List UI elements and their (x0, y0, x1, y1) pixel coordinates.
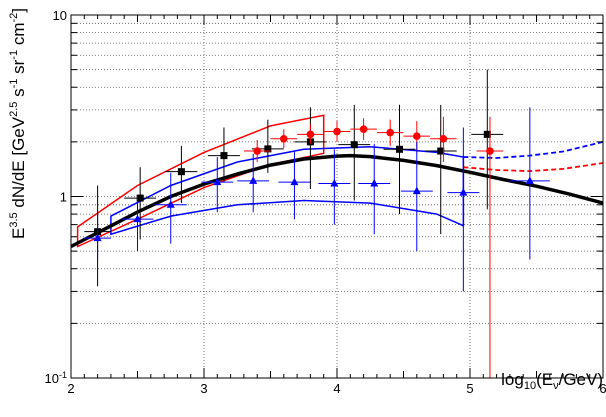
y-tick-base: 1 (60, 190, 67, 205)
dashed-extension-line (463, 141, 604, 159)
x-tick-label: 6 (599, 381, 606, 396)
data-point-circle (253, 147, 261, 155)
data-point-circle (486, 147, 494, 155)
bands (76, 114, 465, 248)
x-title-part: log (501, 370, 524, 389)
data-point-triangle (133, 214, 142, 223)
x-title-sub: 10 (524, 380, 536, 392)
y-title-part: E (9, 228, 28, 239)
data-point-triangle (525, 176, 534, 184)
model-curve (70, 153, 604, 249)
data-point-circle (413, 132, 421, 140)
y-axis-title: E3.5 dN/dE [GeV2.5 s-1 sr-1 cm-2] (8, 8, 28, 239)
data-point-circle (386, 128, 395, 137)
y-title-sup: 3.5 (8, 212, 20, 227)
y-tick-label-top: 10 (53, 8, 67, 23)
y-title-sup: -1 (8, 79, 20, 89)
data-point-triangle (412, 186, 421, 195)
axes-ticks (70, 14, 604, 379)
y-title-part: sr (9, 59, 28, 78)
y-title-sup: -2 (8, 13, 20, 23)
y-tick-exp: -1 (59, 370, 67, 380)
x-title-part: /GeV) (559, 370, 603, 389)
dashed-extension-line (463, 162, 604, 173)
x-title-part: (E (536, 370, 553, 389)
data-point-triangle (330, 178, 339, 187)
y-title-sup: 2.5 (8, 102, 20, 117)
data-point-triangle (370, 178, 379, 187)
data-point-circle (280, 134, 288, 143)
x-tick-label: 3 (200, 381, 207, 396)
data-point-triangle (290, 177, 299, 186)
data-point-square (264, 145, 272, 153)
data-point-triangle (459, 188, 468, 196)
model-curve-group (70, 153, 604, 249)
x-title-sub: ν (553, 380, 559, 392)
y-tick-base: 10 (45, 371, 59, 386)
y-tick-label-bottom: 10-1 (45, 370, 67, 386)
data-point-triangle (93, 233, 102, 242)
data-point-square (483, 130, 491, 138)
x-axis-title: log10(Eν/GeV) (501, 370, 603, 392)
data-point-square (350, 141, 358, 149)
dashed-extensions (463, 141, 604, 173)
y-title-sup: -1 (8, 50, 20, 60)
data-point-triangle (166, 200, 175, 208)
data-point-square (177, 168, 185, 176)
data-point-triangle (249, 176, 258, 184)
y-tick-base: 10 (53, 8, 67, 23)
data-point-square (437, 147, 445, 155)
x-tick-label: 2 (67, 381, 74, 396)
x-tick-label: 4 (333, 381, 340, 396)
y-title-part: ] (9, 8, 28, 13)
data-point-circle (333, 127, 341, 136)
series-group (84, 69, 550, 378)
data-point-square (136, 194, 144, 202)
data-point-circle (306, 130, 315, 139)
grid (71, 15, 603, 378)
data-point-circle (359, 125, 368, 133)
data-point-square (220, 152, 228, 160)
x-tick-label: 5 (466, 381, 473, 396)
y-title-part: dN/dE [GeV (9, 116, 28, 212)
y-title-part: s (9, 88, 28, 101)
band-outline (76, 114, 325, 248)
data-point-triangle (213, 177, 222, 186)
data-point-circle (439, 134, 448, 143)
y-title-part: cm (9, 23, 28, 50)
y-tick-label-mid: 1 (60, 190, 67, 205)
data-point-square (396, 145, 404, 153)
